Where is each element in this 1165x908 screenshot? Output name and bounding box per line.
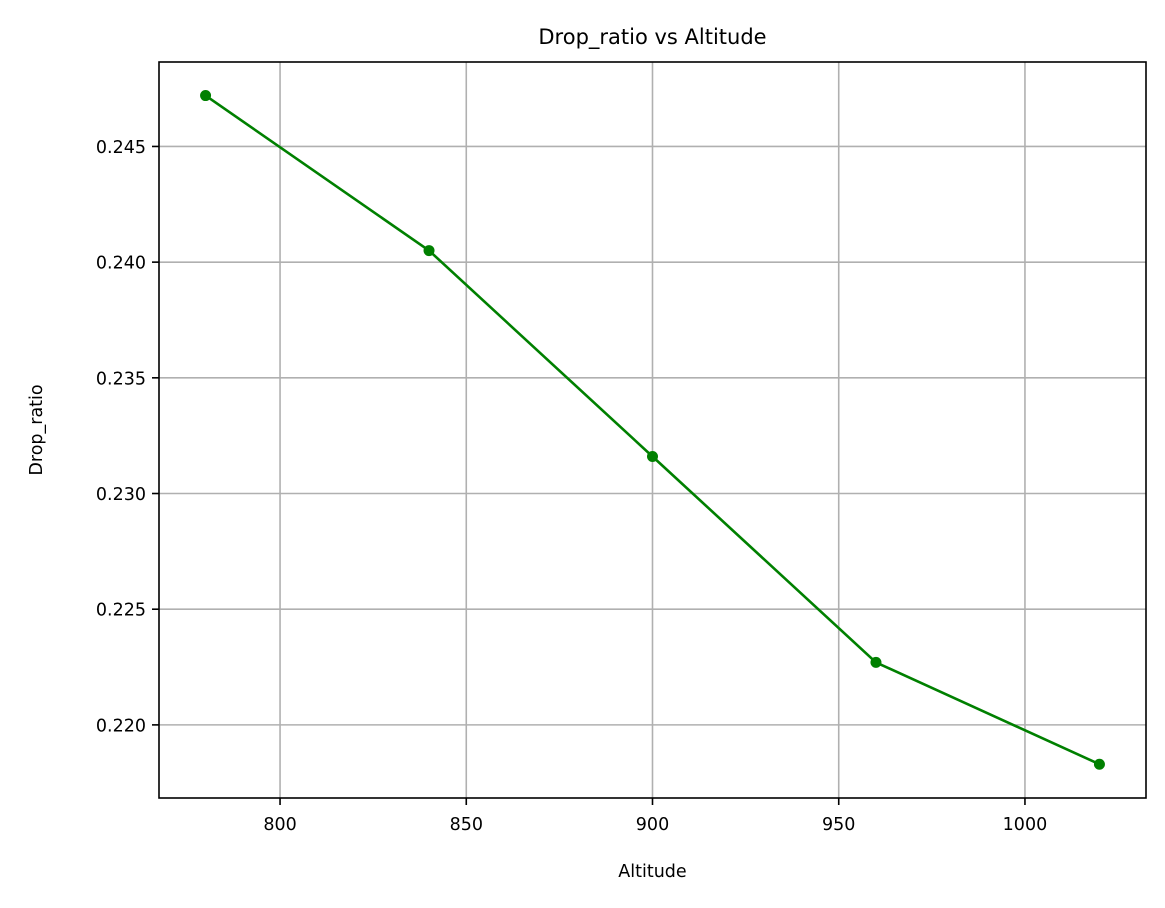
y-tick-label: 0.220 bbox=[96, 716, 146, 736]
x-tick-label: 900 bbox=[636, 815, 669, 835]
y-tick-label: 0.245 bbox=[96, 138, 146, 158]
x-axis-title: Altitude bbox=[618, 862, 686, 882]
axis-ticks: 800 850 900 950 1000 0.220 0.225 0.230 0.235 0.24… bbox=[96, 138, 1047, 835]
chart-title: Drop_ratio vs Altitude bbox=[538, 25, 766, 50]
x-tick-label: 800 bbox=[263, 815, 296, 835]
x-tick-label: 950 bbox=[822, 815, 855, 835]
y-tick-label: 0.230 bbox=[96, 485, 146, 505]
data-point bbox=[423, 245, 435, 257]
y-tick-label: 0.225 bbox=[96, 601, 146, 621]
y-tick-label: 0.235 bbox=[96, 369, 146, 389]
data-point bbox=[870, 656, 882, 668]
y-tick-label: 0.240 bbox=[96, 254, 146, 274]
data-point bbox=[1093, 758, 1105, 770]
y-axis-title: Drop_ratio bbox=[27, 384, 47, 475]
x-tick-label: 1000 bbox=[1003, 815, 1048, 835]
data-point bbox=[200, 90, 212, 102]
data-point bbox=[647, 450, 658, 462]
series-layer bbox=[200, 90, 1105, 770]
x-tick-label: 850 bbox=[450, 815, 483, 835]
grid bbox=[159, 62, 1146, 798]
